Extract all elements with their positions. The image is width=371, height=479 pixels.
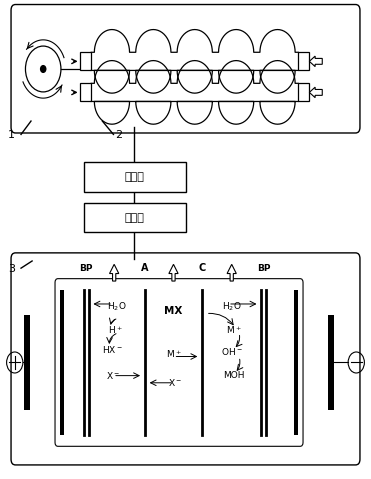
Bar [80,52,91,70]
Text: X$^-$: X$^-$ [106,370,120,381]
Bar [80,83,91,102]
Text: 2: 2 [115,130,122,140]
Bar [84,162,186,192]
Polygon shape [309,87,322,98]
Text: 1: 1 [8,130,15,140]
Text: BP: BP [257,263,270,273]
FancyBboxPatch shape [11,253,360,465]
Text: C: C [198,262,206,273]
FancyBboxPatch shape [55,279,303,446]
Bar [298,52,309,70]
Bar [60,290,64,435]
Text: 压滤机: 压滤机 [125,172,145,182]
Polygon shape [109,264,119,281]
Bar [294,290,298,435]
Text: M$^+$: M$^+$ [226,324,242,336]
Text: MOH: MOH [223,371,244,380]
Text: H$_2$O: H$_2$O [107,300,127,313]
Text: 3: 3 [8,264,15,274]
Text: A: A [141,262,149,273]
Bar [328,315,334,410]
Circle shape [40,66,46,72]
Polygon shape [309,56,322,67]
Polygon shape [227,264,236,281]
Text: OH$^-$: OH$^-$ [221,346,243,357]
Text: BP: BP [79,263,93,273]
Text: HX$^-$: HX$^-$ [102,344,123,355]
Bar [298,83,309,102]
Text: H$^+$: H$^+$ [108,324,122,336]
Text: MX: MX [164,306,183,316]
Bar [84,203,186,232]
Text: X$^-$: X$^-$ [168,377,183,388]
Bar [24,315,30,410]
Text: M$^+$: M$^+$ [165,348,181,360]
Polygon shape [169,264,178,281]
Text: H$_2$O: H$_2$O [222,300,242,313]
Text: 微滤膜: 微滤膜 [125,213,145,223]
FancyBboxPatch shape [11,4,360,133]
